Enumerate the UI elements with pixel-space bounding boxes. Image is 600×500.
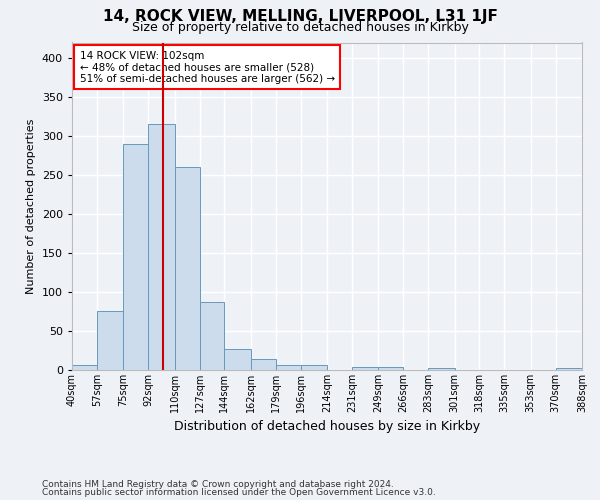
Bar [556, 368, 582, 370]
Bar [224, 349, 251, 370]
Bar [276, 364, 301, 370]
Bar [148, 124, 175, 370]
Bar [175, 168, 199, 370]
Y-axis label: Number of detached properties: Number of detached properties [26, 118, 36, 294]
Bar [352, 367, 378, 370]
Bar [97, 310, 123, 370]
Text: 14, ROCK VIEW, MELLING, LIVERPOOL, L31 1JF: 14, ROCK VIEW, MELLING, LIVERPOOL, L31 1… [103, 9, 497, 24]
X-axis label: Distribution of detached houses by size in Kirkby: Distribution of detached houses by size … [174, 420, 480, 434]
Text: Contains public sector information licensed under the Open Government Licence v3: Contains public sector information licen… [42, 488, 436, 497]
Bar [199, 302, 224, 370]
Bar [378, 367, 403, 370]
Text: 14 ROCK VIEW: 102sqm
← 48% of detached houses are smaller (528)
51% of semi-deta: 14 ROCK VIEW: 102sqm ← 48% of detached h… [80, 50, 335, 84]
Bar [72, 364, 97, 370]
Text: Contains HM Land Registry data © Crown copyright and database right 2024.: Contains HM Land Registry data © Crown c… [42, 480, 394, 489]
Bar [251, 359, 276, 370]
Bar [428, 368, 455, 370]
Text: Size of property relative to detached houses in Kirkby: Size of property relative to detached ho… [131, 21, 469, 34]
Bar [301, 366, 327, 370]
Bar [123, 144, 148, 370]
